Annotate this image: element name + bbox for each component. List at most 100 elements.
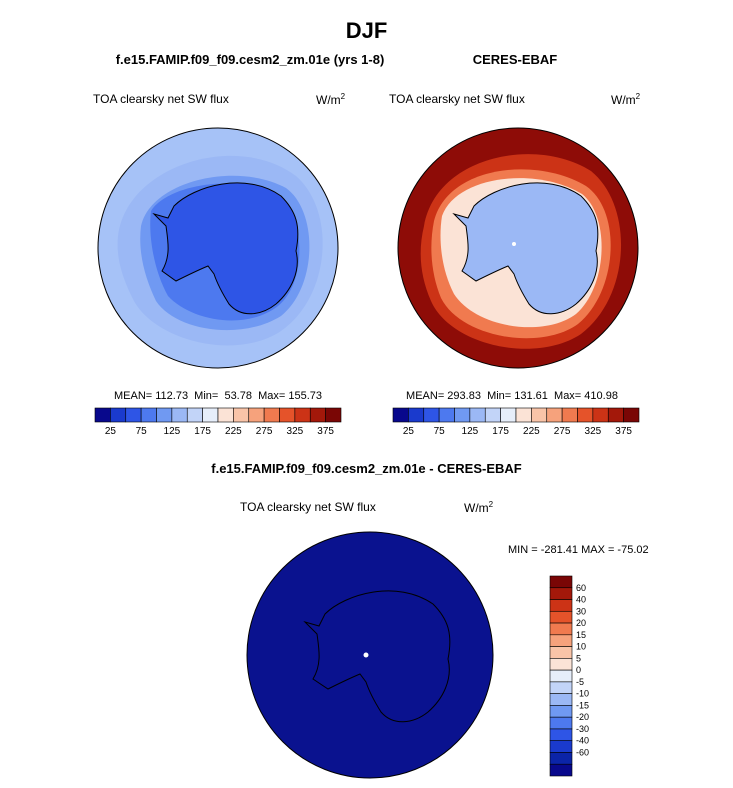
diff-colorbar-tick-label: -30	[576, 724, 589, 734]
left-colorbar-swatch	[248, 407, 265, 423]
right-colorbar-swatch	[607, 407, 624, 423]
diff-colorbar: 60 40 30 20 15 10 5 0 -5 -10 -15 -20 -30 -40 -60	[548, 574, 608, 780]
right-map	[396, 126, 640, 370]
left-colorbar-tick-label: 225	[225, 426, 242, 437]
right-colorbar-tick-label: 125	[462, 426, 479, 437]
diff-colorbar-tick-label: 60	[576, 583, 586, 593]
right-units-label: W/m2	[611, 92, 640, 107]
left-colorbar-tick-label: 125	[164, 426, 181, 437]
right-colorbar-swatch	[500, 407, 517, 423]
diff-colorbar-tick-label: -20	[576, 712, 589, 722]
diff-units-label: W/m2	[464, 500, 493, 515]
right-colorbar-swatch	[515, 407, 532, 423]
diff-units-text: W/m	[464, 501, 489, 515]
diff-stats: MIN = -281.41 MAX = -75.02	[508, 544, 649, 556]
diff-colorbar-tick-label: -5	[576, 677, 584, 687]
diff-colorbar-swatch	[549, 634, 573, 647]
left-units-exp: 2	[340, 92, 346, 101]
left-colorbar-swatch	[156, 407, 173, 423]
diff-colorbar-tick-label: 20	[576, 618, 586, 628]
right-colorbar-tick-label: 225	[523, 426, 540, 437]
left-colorbar-tick-label: 325	[287, 426, 304, 437]
left-panel-title: f.e15.FAMIP.f09_f09.cesm2_zm.01e (yrs 1-…	[115, 52, 385, 67]
diff-colorbar-swatch	[549, 716, 573, 730]
left-colorbar-tick-label: 275	[256, 426, 273, 437]
left-colorbar-swatch	[309, 407, 326, 423]
left-colorbar-swatch	[202, 407, 219, 423]
diff-colorbar-tick-label: 15	[576, 630, 586, 640]
diff-colorbar-tick-label: 30	[576, 606, 586, 616]
left-colorbar-swatch	[263, 407, 280, 423]
right-colorbar: 25 75 125 175 225 275 325 375	[391, 406, 641, 438]
left-units-text: W/m	[316, 93, 341, 107]
right-colorbar-swatch	[484, 407, 501, 423]
left-colorbar-swatch	[94, 407, 111, 423]
diff-colorbar-swatch	[549, 610, 573, 624]
diff-colorbar-swatch	[549, 587, 573, 600]
diff-colorbar-swatch	[549, 681, 573, 694]
diff-colorbar-tick-label: -60	[576, 747, 589, 757]
right-colorbar-swatch	[592, 407, 609, 423]
right-colorbar-swatch	[531, 407, 548, 423]
left-colorbar-swatch	[279, 407, 296, 423]
left-antarctica	[152, 182, 299, 315]
right-colorbar-tick-label: 175	[492, 426, 509, 437]
diff-colorbar-tick-label: 0	[576, 665, 581, 675]
right-colorbar-tick-label: 325	[585, 426, 602, 437]
diff-colorbar-tick-label: 40	[576, 595, 586, 605]
right-colorbar-swatch	[623, 407, 640, 423]
left-colorbar-swatch	[171, 407, 188, 423]
right-colorbar-swatch	[438, 407, 455, 423]
diff-antarctica	[303, 590, 451, 723]
diff-colorbar-swatch	[549, 599, 573, 612]
diff-colorbar-tick-label: 10	[576, 642, 586, 652]
diff-colorbar-tick-label: -40	[576, 736, 589, 746]
left-colorbar-swatch	[110, 407, 127, 423]
left-colorbar-tick-label: 75	[136, 426, 148, 437]
left-stats: MEAN= 112.73 Min= 53.78 Max= 155.73	[113, 390, 322, 402]
right-colorbar-tick-label: 25	[403, 426, 415, 437]
left-colorbar-tick-label: 175	[194, 426, 211, 437]
right-antarctica	[452, 182, 599, 315]
left-colorbar-swatch	[325, 407, 342, 423]
left-colorbar-tick-label: 25	[105, 426, 117, 437]
diff-colorbar-swatch	[549, 728, 573, 742]
diff-colorbar-swatch	[549, 575, 573, 589]
diff-variable-label: TOA clearsky net SW flux	[240, 500, 376, 514]
right-colorbar-swatch	[561, 407, 578, 423]
left-colorbar-swatch	[294, 407, 311, 423]
right-colorbar-swatch	[408, 407, 425, 423]
diff-colorbar-swatch	[549, 763, 573, 777]
left-colorbar-swatch	[125, 407, 142, 423]
right-units-text: W/m	[611, 93, 636, 107]
diff-colorbar-swatch	[549, 705, 573, 718]
left-colorbar-tick-label: 375	[317, 426, 334, 437]
diff-colorbar-swatch	[549, 752, 573, 765]
left-units-label: W/m2	[316, 92, 345, 107]
diff-panel-title: f.e15.FAMIP.f09_f09.cesm2_zm.01e - CERES…	[211, 461, 522, 476]
page-title: DJF	[345, 18, 388, 43]
left-colorbar-swatch	[140, 407, 157, 423]
diff-colorbar-swatch	[549, 693, 573, 706]
right-units-exp: 2	[635, 92, 641, 101]
left-colorbar: 25 75 125 175 225 275 325 375	[93, 406, 343, 438]
right-colorbar-tick-label: 375	[615, 426, 632, 437]
diff-map	[245, 530, 495, 780]
diff-colorbar-swatch	[549, 740, 573, 753]
right-colorbar-tick-label: 275	[554, 426, 571, 437]
diff-colorbar-tick-label: 5	[576, 653, 581, 663]
right-panel-title: CERES-EBAF	[472, 52, 558, 67]
left-colorbar-swatch	[217, 407, 234, 423]
left-map	[96, 126, 340, 370]
right-colorbar-swatch	[454, 407, 471, 423]
left-variable-label: TOA clearsky net SW flux	[93, 92, 229, 106]
left-colorbar-swatch	[186, 407, 203, 423]
right-variable-label: TOA clearsky net SW flux	[389, 92, 525, 106]
diff-colorbar-tick-label: -10	[576, 689, 589, 699]
right-stats: MEAN= 293.83 Min= 131.61 Max= 410.98	[406, 390, 618, 402]
diff-colorbar-swatch	[549, 658, 573, 671]
right-colorbar-swatch	[546, 407, 563, 423]
diff-colorbar-swatch	[549, 622, 573, 636]
left-colorbar-swatch	[233, 407, 250, 423]
right-colorbar-tick-label: 75	[434, 426, 446, 437]
